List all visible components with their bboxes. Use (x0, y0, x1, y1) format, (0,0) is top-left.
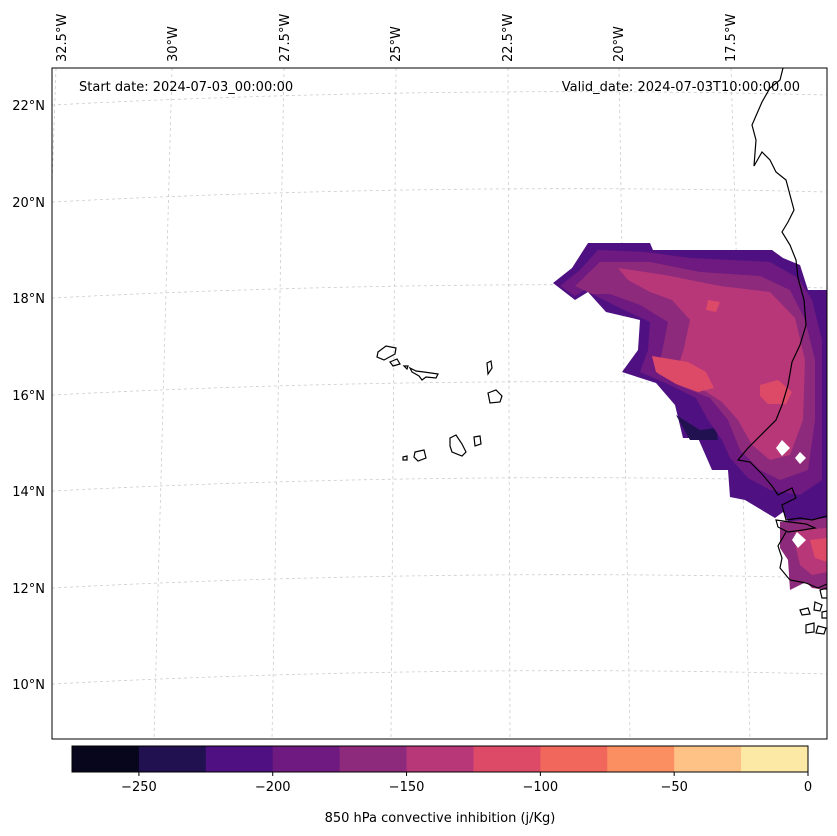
start-date-annotation: Start date: 2024-07-03_00:00:00 (79, 80, 293, 95)
bijagos-b (813, 601, 823, 612)
parallel-18n (52, 284, 827, 299)
colorbar-segment (339, 746, 408, 772)
valid-date-annotation: Valid_date: 2024-07-03T10:00:00.00 (562, 80, 800, 95)
cin-gap (792, 532, 806, 548)
meridian-32-5w (52, 68, 57, 186)
parallel-20n (52, 188, 827, 203)
colorbar-tick-label: −100 (523, 780, 559, 795)
colorbar-segment (272, 746, 341, 772)
lat-label-20n: 20°N (12, 196, 45, 211)
colorbar-tick-label: −250 (121, 780, 157, 795)
colorbar-segment (741, 746, 809, 772)
lon-label-17-5w: 17.5°W (724, 14, 739, 62)
cape-verde-maio (473, 435, 482, 447)
meridian-30w (153, 68, 173, 739)
colorbar: −250 −200 −150 −100 −50 0 (71, 745, 812, 795)
cape-verde-santa-luzia (402, 365, 409, 371)
colorbar-frame (71, 745, 809, 773)
lon-label-22-5w: 22.5°W (501, 14, 516, 62)
colorbar-segment (72, 746, 140, 772)
lat-label-18n: 18°N (12, 292, 45, 307)
graticule (52, 68, 827, 739)
lon-label-32-5w: 32.5°W (55, 14, 70, 62)
colorbar-segment (205, 746, 274, 772)
cape-verde-sal (486, 360, 493, 376)
lat-label-10n: 10°N (12, 678, 45, 693)
colorbar-tick-label: −150 (389, 780, 425, 795)
lat-label-12n: 12°N (12, 582, 45, 597)
map-frame (51, 67, 828, 740)
lat-label-14n: 14°N (12, 485, 45, 500)
coastlines (376, 68, 827, 635)
lon-label-20w: 20°W (612, 26, 627, 62)
cin-gap (795, 452, 806, 464)
colorbar-segment (138, 746, 207, 772)
cin-field (553, 243, 827, 590)
meridian-25w (390, 68, 397, 739)
bijagos-d (815, 625, 827, 635)
cape-verde-santiago (449, 434, 467, 457)
cape-verde-sao-nicolau (408, 366, 439, 381)
colorbar-tick-label: 0 (804, 780, 812, 795)
cin-band-rose (618, 268, 805, 460)
parallel-14n (52, 477, 827, 492)
colorbar-segment (540, 746, 608, 772)
lon-label-27-5w: 27.5°W (278, 14, 293, 62)
meridian-20w (618, 68, 631, 739)
colorbar-segment (674, 746, 742, 772)
cin-band-deep (676, 415, 718, 440)
west-africa-coast (736, 68, 827, 521)
lon-label-25w: 25°W (389, 26, 404, 62)
guinea-bissau-coast (777, 531, 827, 589)
parallel-12n (52, 574, 827, 589)
lon-label-30w: 30°W (166, 26, 181, 62)
bijagos-f (821, 610, 827, 619)
cape-verde-brava (402, 455, 408, 461)
cape-verde-sao-vicente (389, 358, 401, 367)
meridian-27-5w (271, 68, 285, 739)
bijagos-e (819, 587, 827, 599)
colorbar-segment (607, 746, 675, 772)
parallel-22n (52, 91, 827, 106)
bijagos-a (799, 607, 811, 616)
cape-verde-fogo (413, 449, 427, 462)
cin-band-pink-ridge (706, 300, 720, 312)
lat-label-22n: 22°N (12, 99, 45, 114)
lat-label-16n: 16°N (12, 389, 45, 404)
meridian-17-5w (730, 68, 751, 739)
parallel-16n (52, 381, 827, 396)
colorbar-tick-label: −200 (255, 780, 291, 795)
colorbar-segment (406, 746, 474, 772)
cin-gap (776, 440, 790, 456)
cape-verde-santo-antao (376, 345, 397, 361)
parallel-10n (52, 670, 827, 685)
cape-verde-boa-vista (487, 389, 503, 404)
cin-band-south-pink (810, 538, 827, 562)
colorbar-tick-label: −50 (660, 780, 687, 795)
colorbar-label: 850 hPa convective inhibition (j/Kg) (325, 811, 556, 826)
colorbar-segment (473, 746, 541, 772)
bijagos-c (805, 622, 815, 634)
meridian-22-5w (507, 68, 511, 739)
cin-band-pink (652, 356, 714, 392)
gambia-estuary (775, 519, 818, 533)
